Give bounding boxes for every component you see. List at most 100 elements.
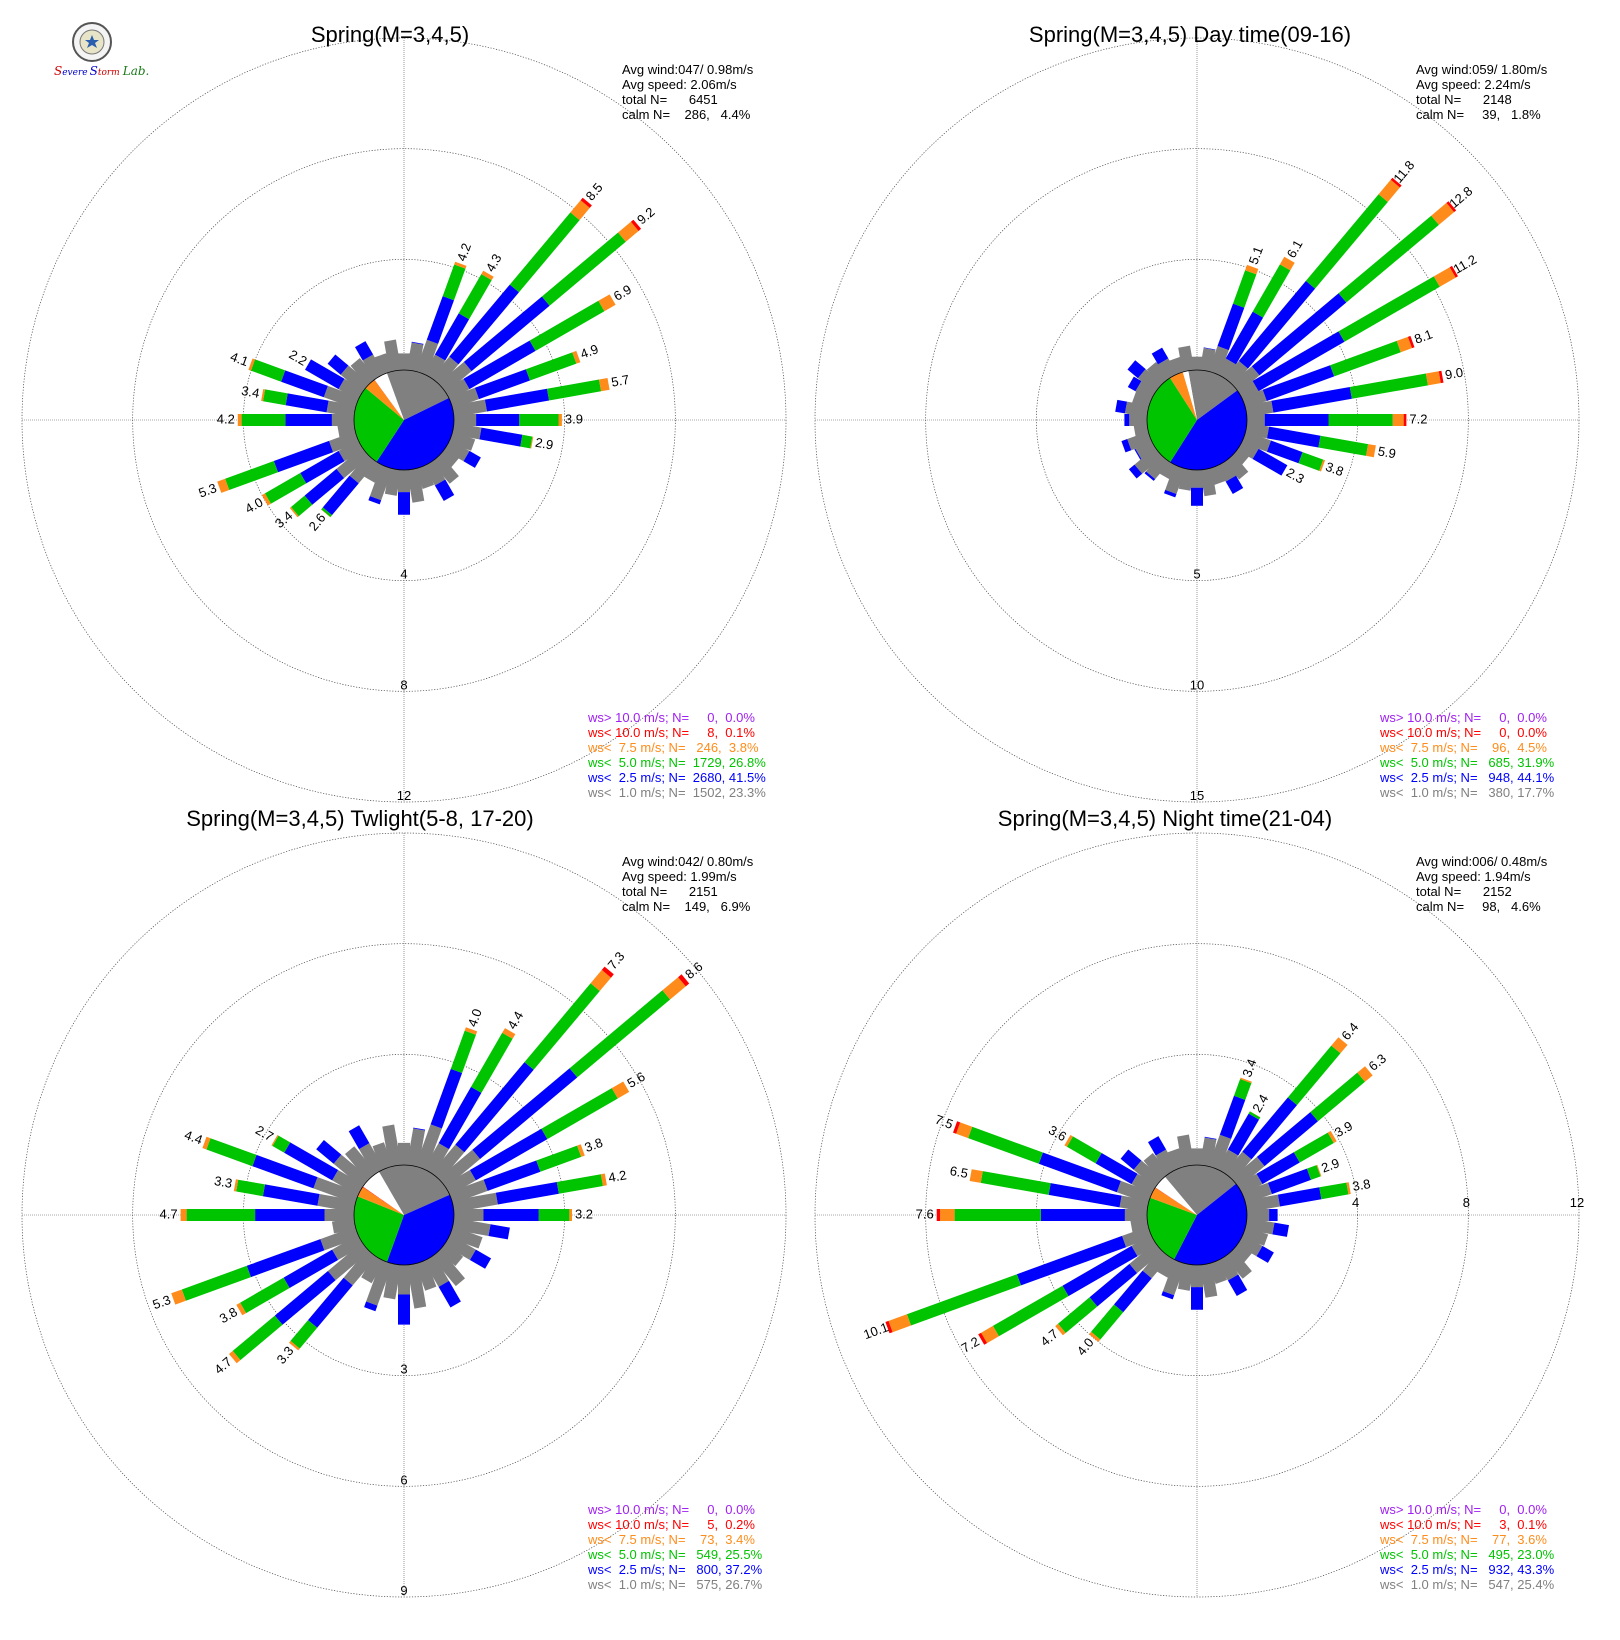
legend-entry: ws< 5.0 m/s; N= 1729, 26.8% — [587, 755, 766, 770]
legend-entry: ws< 2.5 m/s; N= 932, 43.3% — [1379, 1562, 1555, 1577]
bar-segment-70-ws_lt_2_5 — [474, 369, 530, 400]
bar-segment-280-ws_lt_5 — [263, 389, 288, 406]
bar-segment-240-ws_lt_1 — [332, 1234, 364, 1260]
bar-segment-270-ws_lt_5 — [241, 414, 286, 426]
seal-star-icon — [85, 35, 99, 48]
bar-segment-80-ws_lt_5 — [547, 379, 602, 401]
bar-segment-300-ws_lt_1 — [1131, 1173, 1157, 1196]
ring-8 — [925, 943, 1469, 1487]
bar-segment-20-ws_lt_5 — [1234, 1079, 1252, 1100]
bar-label-280: 3.3 — [213, 1173, 233, 1191]
bar-segment-220-ws_lt_1 — [1142, 1249, 1170, 1279]
bar-segment-240-ws_lt_7_5 — [261, 493, 271, 506]
bar-segment-10-ws_lt_1 — [406, 1128, 425, 1167]
bar-segment-220-ws_lt_5 — [1091, 1304, 1124, 1340]
bar-segment-300-ws_lt_2_5 — [1095, 1153, 1138, 1185]
legend-entry: ws< 5.0 m/s; N= 685, 31.9% — [1379, 755, 1555, 770]
panel-title: Spring(M=3,4,5) Night time(21-04) — [998, 806, 1332, 831]
windrose-panel-4: 4 8 12 3.4 2.4 6.46.3 3.9 2.9 3.8 4.0 4.7 7.2 10.1 7.… — [814, 806, 1584, 1598]
bar-segment-70-ws_lt_2_5 — [1267, 1168, 1311, 1195]
bar-segment-200-ws_lt_2_5 — [364, 1301, 378, 1312]
bar-label-90: 7.2 — [1409, 411, 1427, 426]
bar-segment-80-ws_lt_2_5 — [495, 1182, 559, 1205]
bar-segment-20-ws_lt_1 — [1208, 346, 1229, 376]
bar-segment-280-ws_lt_2_5 — [262, 1184, 320, 1206]
ring-9 — [21, 832, 787, 1598]
bar-segment-60-ws_lt_2_5 — [463, 340, 536, 390]
pie-slice-calm — [374, 373, 404, 420]
bar-label-70: 4.9 — [578, 341, 600, 361]
bar-segment-230-ws_lt_1 — [1129, 1242, 1163, 1274]
bar-segment-70-ws_lt_7_5 — [577, 1144, 585, 1157]
bar-segment-240-ws_lt_2_5 — [1134, 448, 1142, 460]
bar-segment-300-ws_lt_1 — [1135, 381, 1157, 401]
bar-segment-300-ws_lt_2_5 — [284, 1142, 339, 1181]
bar-segment-20-ws_lt_1 — [1208, 1134, 1232, 1171]
bar-segment-30-ws_lt_2_5 — [434, 313, 470, 361]
bar-label-70: 3.8 — [583, 1135, 605, 1155]
bar-segment-140-ws_lt_1 — [1224, 454, 1249, 480]
bar-segment-10-ws_lt_2_5 — [1203, 347, 1216, 350]
bar-label-290: 4.4 — [183, 1127, 205, 1147]
bar-segment-280-ws_lt_5 — [980, 1171, 1051, 1195]
pie-slice-ws_lt_2_5 — [1174, 1183, 1247, 1265]
bar-segment-100-ws_lt_2_5 — [1272, 1222, 1289, 1237]
bar-segment-250-ws_lt_5 — [225, 461, 278, 490]
bar-segment-100-ws_lt_2_5 — [488, 1224, 510, 1240]
bar-label-120: 2.3 — [1284, 465, 1307, 487]
bar-segment-270-ws_lt_7_5 — [237, 414, 242, 426]
bar-segment-290-ws_lt_1 — [323, 385, 360, 409]
bar-segment-160-ws_lt_1 — [415, 464, 434, 489]
ring-label: 8 — [400, 677, 407, 692]
legend-entry: ws< 1.0 m/s; N= 575, 26.7% — [587, 1577, 763, 1592]
bar-segment-40-ws_lt_5 — [509, 212, 580, 293]
bar-segment-300-ws_lt_1 — [338, 378, 364, 401]
bar-segment-80-ws_lt_10 — [1438, 370, 1444, 384]
legend-entry: ws< 2.5 m/s; N= 948, 44.1% — [1379, 770, 1555, 785]
bar-segment-70-ws_lt_1 — [448, 1179, 488, 1204]
bar-segment-240-ws_lt_10 — [978, 1332, 988, 1345]
bar-label-220: 4.0 — [1074, 1335, 1097, 1358]
ring-label: 4 — [1352, 1195, 1359, 1210]
bar-segment-80-ws_lt_5 — [1319, 1182, 1349, 1200]
bar-segment-300-ws_lt_1 — [332, 1170, 364, 1196]
bar-segment-300-ws_lt_5 — [272, 1135, 291, 1153]
bar-segment-20-ws_lt_7_5 — [464, 1027, 478, 1035]
bar-segment-280-ws_lt_7_5 — [969, 1169, 983, 1183]
bar-segment-20-ws_lt_1 — [415, 339, 439, 376]
bar-segment-50-ws_lt_5 — [1310, 1072, 1365, 1122]
legend-entry: ws< 5.0 m/s; N= 549, 25.5% — [587, 1547, 763, 1562]
bar-segment-300-ws_lt_7_5 — [271, 1135, 279, 1146]
bar-segment-250-ws_lt_1 — [1122, 1226, 1153, 1248]
bar-segment-180-ws_lt_2_5 — [398, 492, 410, 515]
ring-15 — [814, 37, 1580, 803]
bar-segment-70-ws_lt_1 — [1241, 1182, 1272, 1204]
bar-segment-310-ws_lt_1 — [340, 365, 370, 393]
bar-segment-270-ws_lt_2_5 — [255, 1209, 325, 1221]
bar-segment-220-ws_lt_1 — [1146, 454, 1170, 480]
bar-segment-110-ws_lt_1 — [448, 1226, 483, 1249]
bar-segment-150-ws_lt_2_5 — [438, 1280, 461, 1308]
ring-label: 9 — [400, 1583, 407, 1598]
bar-segment-50-ws_lt_2_5 — [463, 296, 550, 372]
ring-label: 8 — [1463, 1195, 1470, 1210]
bar-segment-60-ws_lt_1 — [444, 378, 470, 401]
bar-segment-90-ws_lt_2_5 — [1264, 414, 1329, 426]
bar-segment-80-ws_lt_1 — [1245, 400, 1274, 418]
bar-segment-20-ws_lt_2_5 — [426, 296, 454, 344]
bar-segment-30-ws_lt_7_5 — [481, 270, 494, 281]
bar-segment-50-ws_lt_2_5 — [1256, 1112, 1318, 1167]
bar-segment-260-ws_lt_1 — [331, 1217, 356, 1234]
bar-segment-240-ws_lt_5 — [992, 1285, 1069, 1337]
bar-segment-10-ws_lt_2_5 — [413, 1127, 426, 1131]
legend-entry: ws< 10.0 m/s; N= 5, 0.2% — [587, 1517, 755, 1532]
legend-entry: ws> 10.0 m/s; N= 0, 0.0% — [587, 1502, 755, 1517]
bar-segment-40-ws_lt_2_5 — [1238, 280, 1316, 369]
pie-slice-ws_lt_1 — [1164, 1165, 1237, 1215]
panel-title: Spring(M=3,4,5) Twlight(5-8, 17-20) — [186, 806, 533, 831]
bar-segment-290-ws_lt_1 — [1116, 1180, 1153, 1204]
bar-label-60: 11.2 — [1451, 252, 1480, 277]
bar-segment-20-ws_lt_1 — [415, 1124, 442, 1171]
bar-segment-210-ws_lt_1 — [1159, 460, 1178, 480]
bar-segment-50-ws_lt_7_5 — [1431, 202, 1455, 225]
